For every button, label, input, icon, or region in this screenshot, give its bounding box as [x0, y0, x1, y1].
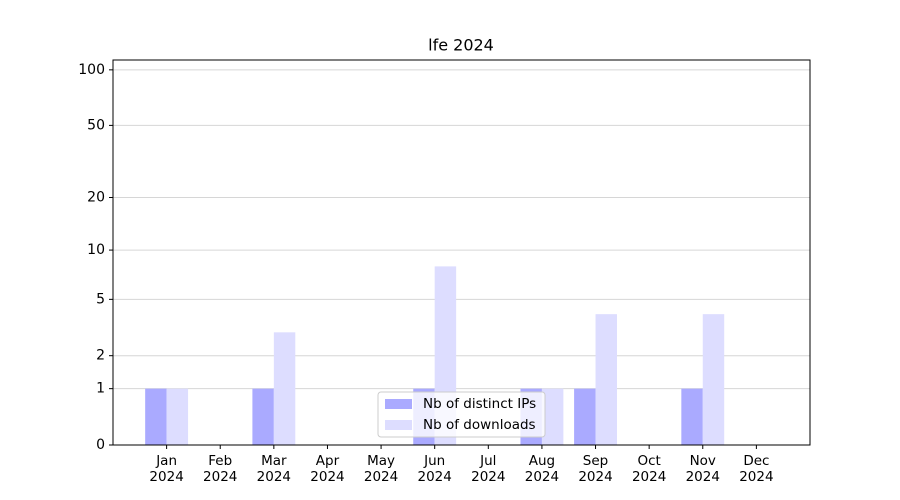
- y-tick-label: 10: [87, 242, 105, 258]
- legend-swatch: [385, 420, 412, 430]
- chart-title: lfe 2024: [428, 36, 494, 55]
- y-tick-label: 20: [87, 190, 105, 206]
- bar: [541, 388, 564, 445]
- y-tick-label: 2: [96, 348, 105, 364]
- x-tick-label: Mar 2024: [256, 453, 292, 485]
- legend-swatch: [385, 399, 412, 409]
- bar: [166, 388, 189, 445]
- y-tick-label: 100: [78, 62, 105, 78]
- x-tick-label: Jun 2024: [417, 453, 452, 485]
- bar: [145, 388, 167, 445]
- legend-label: Nb of distinct IPs: [423, 396, 536, 412]
- x-tick-label: Feb 2024: [203, 453, 238, 485]
- y-tick-label: 5: [96, 291, 105, 307]
- x-tick-label: Aug 2024: [524, 453, 560, 485]
- bar: [681, 388, 703, 445]
- y-tick-label: 0: [96, 437, 105, 453]
- bar: [595, 314, 617, 445]
- x-tick-label: Sep 2024: [578, 453, 613, 485]
- x-tick-label: Jan 2024: [149, 453, 184, 485]
- x-tick-label: Dec 2024: [739, 453, 774, 485]
- x-tick-label: May 2024: [363, 453, 399, 485]
- bar: [252, 388, 274, 445]
- x-tick-label: Oct 2024: [631, 453, 667, 485]
- x-tick-label: Nov 2024: [685, 453, 720, 485]
- bar: [702, 314, 725, 445]
- bar: [574, 388, 596, 445]
- bar: [273, 332, 296, 445]
- plot-frame: [112, 59, 811, 446]
- x-tick-label: Jul 2024: [471, 453, 506, 485]
- y-tick-label: 50: [87, 117, 105, 133]
- x-tick-label: Apr 2024: [310, 453, 345, 485]
- y-tick-label: 1: [96, 381, 105, 397]
- legend-box: [377, 391, 546, 438]
- legend: Nb of distinct IPs Nb of downloads: [377, 391, 546, 438]
- legend-label: Nb of downloads: [423, 417, 536, 433]
- grid: [113, 69, 810, 446]
